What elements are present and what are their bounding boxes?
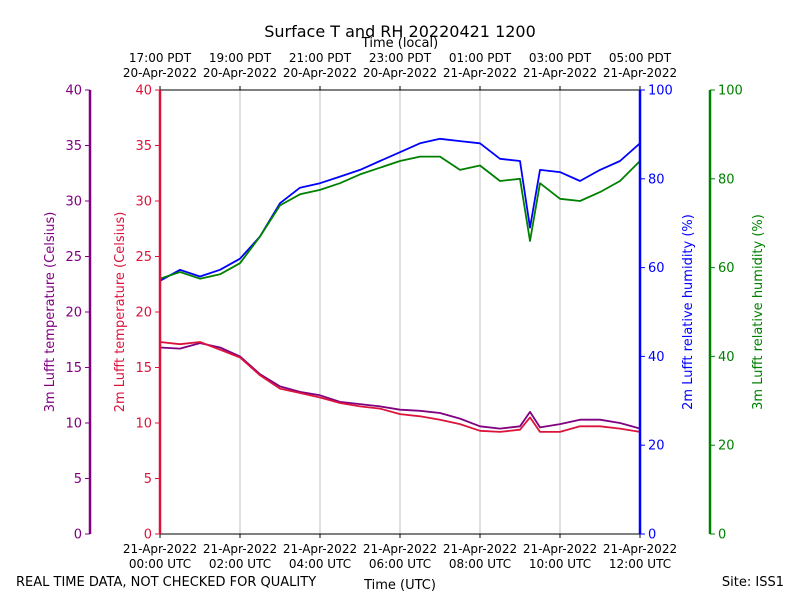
top-tick-label-date: 20-Apr-2022 xyxy=(363,66,437,80)
x-tick-label-time: 04:00 UTC xyxy=(289,557,351,571)
x-tick-label-time: 00:00 UTC xyxy=(129,557,191,571)
site-label: Site: ISS1 xyxy=(721,575,784,590)
y-tick-label-t2: 10 xyxy=(135,417,152,432)
y-tick-label-t2: 15 xyxy=(135,361,152,376)
y-tick-label-rh3: 60 xyxy=(718,261,735,276)
y-tick-label-rh3: 0 xyxy=(718,528,726,543)
x-tick-label-date: 21-Apr-2022 xyxy=(283,542,357,556)
top-tick-label-date: 21-Apr-2022 xyxy=(443,66,517,80)
top-axis-label: Time (local) xyxy=(361,36,438,51)
y-tick-label-rh3: 80 xyxy=(718,172,735,187)
top-tick-label-date: 21-Apr-2022 xyxy=(603,66,677,80)
y-axis-label-t3: 3m Lufft temperature (Celsius) xyxy=(43,212,58,413)
series-group xyxy=(159,137,641,433)
top-tick-label-time: 19:00 PDT xyxy=(209,51,272,65)
x-tick-label-time: 06:00 UTC xyxy=(369,557,431,571)
y-tick-label-rh2: 20 xyxy=(648,439,665,454)
y-tick-label-t2: 30 xyxy=(135,195,152,210)
y-axis-label-rh3: 3m Lufft relative humidity (%) xyxy=(751,214,766,410)
y-tick-label-t3: 35 xyxy=(65,139,82,154)
x-tick-label-date: 21-Apr-2022 xyxy=(363,542,437,556)
x-tick-label-time: 12:00 UTC xyxy=(609,557,671,571)
quality-note: REAL TIME DATA, NOT CHECKED FOR QUALITY xyxy=(16,575,317,590)
top-tick-label-date: 20-Apr-2022 xyxy=(283,66,357,80)
top-tick-label-date: 21-Apr-2022 xyxy=(523,66,597,80)
y-tick-label-rh2: 40 xyxy=(648,350,665,365)
y-tick-label-rh3: 40 xyxy=(718,350,735,365)
y-tick-label-t2: 0 xyxy=(144,528,152,543)
y-tick-label-rh3: 100 xyxy=(718,84,743,99)
y-tick-label-t2: 40 xyxy=(135,84,152,99)
y-tick-label-t2: 5 xyxy=(144,472,152,487)
y-tick-label-rh2: 0 xyxy=(648,528,656,543)
y-tick-label-t3: 30 xyxy=(65,195,82,210)
series-line-rh2 xyxy=(159,137,641,282)
y-tick-label-rh2: 80 xyxy=(648,172,665,187)
top-tick-label-time: 05:00 PDT xyxy=(609,51,672,65)
y-axes: 0 5 10 15 20 25 30 35 40 3m Lufft temperature (Ce… xyxy=(43,84,766,543)
chart-title: Surface T and RH 20220421 1200 xyxy=(264,22,536,41)
y-tick-label-rh2: 100 xyxy=(648,84,673,99)
y-tick-label-t3: 40 xyxy=(65,84,82,99)
grid-lines xyxy=(239,90,561,534)
y-axis-label-rh2: 2m Lufft relative humidity (%) xyxy=(681,214,696,410)
y-tick-label-t3: 15 xyxy=(65,361,82,376)
y-tick-label-t2: 35 xyxy=(135,139,152,154)
y-tick-label-t3: 20 xyxy=(65,306,82,321)
y-axis-label-t2: 2m Lufft temperature (Celsius) xyxy=(113,212,128,413)
top-tick-label-date: 20-Apr-2022 xyxy=(203,66,277,80)
x-tick-label-date: 21-Apr-2022 xyxy=(603,542,677,556)
y-tick-label-t3: 25 xyxy=(65,250,82,265)
x-tick-label-date: 21-Apr-2022 xyxy=(123,542,197,556)
top-tick-label-time: 01:00 PDT xyxy=(449,51,512,65)
top-tick-label-time: 03:00 PDT xyxy=(529,51,592,65)
y-tick-label-rh2: 60 xyxy=(648,261,665,276)
x-axis-label: Time (UTC) xyxy=(363,578,436,593)
top-tick-label-date: 20-Apr-2022 xyxy=(123,66,197,80)
top-tick-label-time: 21:00 PDT xyxy=(289,51,352,65)
y-tick-label-t3: 5 xyxy=(74,472,82,487)
x-tick-label-date: 21-Apr-2022 xyxy=(203,542,277,556)
y-tick-label-t2: 25 xyxy=(135,250,152,265)
x-tick-label-time: 08:00 UTC xyxy=(449,557,511,571)
top-tick-label-time: 23:00 PDT xyxy=(369,51,432,65)
y-tick-label-rh3: 20 xyxy=(718,439,735,454)
x-tick-label-date: 21-Apr-2022 xyxy=(443,542,517,556)
x-tick-label-date: 21-Apr-2022 xyxy=(523,542,597,556)
y-tick-label-t3: 10 xyxy=(65,417,82,432)
series-line-rh3 xyxy=(159,155,641,280)
x-tick-label-time: 10:00 UTC xyxy=(529,557,591,571)
y-tick-label-t3: 0 xyxy=(74,528,82,543)
top-tick-label-time: 17:00 PDT xyxy=(129,51,192,65)
x-tick-label-time: 02:00 UTC xyxy=(209,557,271,571)
y-tick-label-t2: 20 xyxy=(135,306,152,321)
series-line-t2 xyxy=(159,341,641,433)
